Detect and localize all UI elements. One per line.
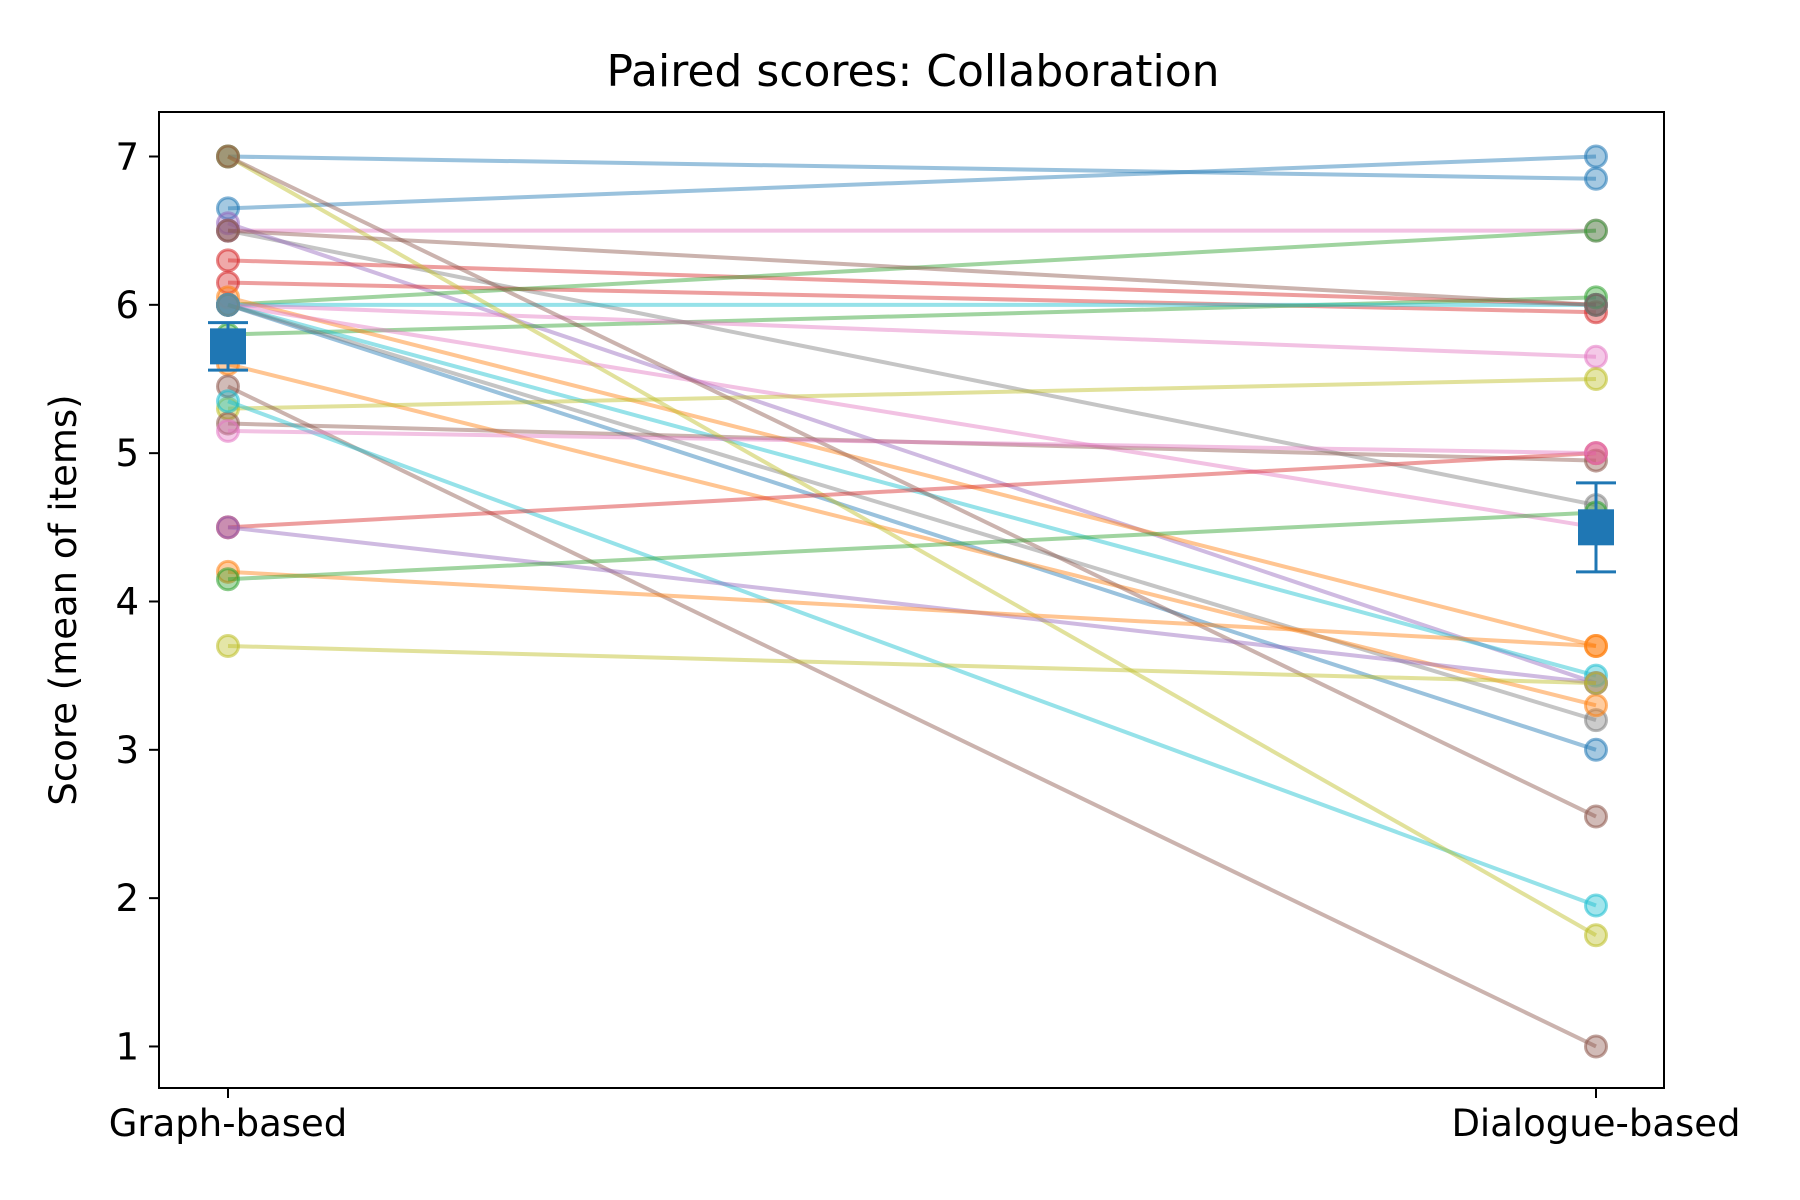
- pair-line-11: [227, 302, 1597, 359]
- y-tick-label-4: 4: [115, 580, 139, 623]
- pair-line-26: [227, 510, 1597, 582]
- pair-point-14-dialogue: [1584, 663, 1608, 688]
- pair-point-27-dialogue: [1584, 671, 1608, 696]
- y-tick-label-6: 6: [115, 284, 139, 327]
- x-tick-label-0: Graph-based: [109, 1102, 348, 1145]
- pair-line-22: [227, 154, 1597, 819]
- pair-line-24: [227, 525, 1597, 686]
- pair-line-13: [227, 302, 1597, 752]
- pair-point-28-graph: [216, 218, 240, 243]
- pair-line-6: [227, 280, 1597, 315]
- pair-point-8-dialogue: [1584, 285, 1608, 310]
- pair-point-13-dialogue: [1584, 737, 1608, 762]
- pair-line-14: [227, 302, 1597, 678]
- pair-point-20-graph: [216, 389, 240, 414]
- pair-line-8: [227, 295, 1597, 337]
- pair-line-7: [227, 228, 1597, 307]
- y-tick-label-1: 1: [115, 1025, 139, 1068]
- x-tick-label-1: Dialogue-based: [1451, 1102, 1740, 1145]
- pair-point-4-graph: [216, 211, 240, 236]
- axes-frame: [158, 111, 1665, 1089]
- pair-point-20-dialogue: [1584, 893, 1608, 918]
- pair-point-22-graph: [216, 144, 240, 169]
- y-axis-label: Score (mean of items): [42, 394, 85, 805]
- pair-line-18: [227, 421, 1597, 463]
- mean-marker-1: [1578, 509, 1614, 546]
- pair-line-27: [227, 643, 1597, 686]
- pair-point-26-graph: [216, 567, 240, 592]
- pair-point-15-graph: [216, 292, 240, 317]
- pair-point-25-graph: [216, 559, 240, 584]
- pair-line-16: [227, 362, 1597, 708]
- plot-area: 1 2 3 4 5 6 7 Graph-based Dialogue-based: [109, 111, 1741, 1145]
- pair-line-29: [227, 428, 1597, 456]
- pair-line-19: [227, 384, 1597, 1049]
- pair-point-0-dialogue: [1584, 166, 1608, 191]
- pair-line-17: [227, 376, 1597, 411]
- pair-point-29-dialogue: [1584, 441, 1608, 466]
- pair-point-28-dialogue: [1584, 292, 1608, 317]
- pair-line-0: [227, 154, 1597, 181]
- pair-point-27-graph: [216, 633, 240, 658]
- pair-point-16-dialogue: [1584, 693, 1608, 718]
- pair-point-1-dialogue: [1584, 144, 1608, 169]
- pair-point-18-dialogue: [1584, 448, 1608, 473]
- chart-title: Paired scores: Collaboration: [606, 46, 1219, 97]
- pair-point-19-dialogue: [1584, 1034, 1608, 1059]
- pair-point-24-graph: [216, 515, 240, 540]
- pair-point-29-graph: [216, 418, 240, 443]
- y-tick-label-2: 2: [115, 877, 139, 920]
- pair-point-17-dialogue: [1584, 366, 1608, 391]
- pair-line-4: [227, 221, 1597, 685]
- y-tick-label-7: 7: [115, 135, 139, 178]
- pair-line-10: [227, 295, 1597, 648]
- pair-line-28: [227, 228, 1597, 307]
- pair-point-11-dialogue: [1584, 344, 1608, 369]
- pair-line-12: [227, 302, 1597, 530]
- pair-point-21-dialogue: [1584, 923, 1608, 948]
- pair-point-10-graph: [216, 285, 240, 310]
- pair-line-21: [227, 154, 1597, 937]
- pair-line-1: [227, 154, 1597, 211]
- pair-line-3: [227, 228, 1597, 508]
- mean-marker-0: [210, 328, 246, 365]
- pair-point-5-graph: [216, 248, 240, 273]
- pair-line-23: [227, 451, 1597, 530]
- y-tick-label-3: 3: [115, 729, 139, 772]
- pair-point-22-dialogue: [1584, 804, 1608, 829]
- pair-line-25: [227, 569, 1597, 648]
- pair-point-7-dialogue: [1584, 218, 1608, 243]
- y-tick-label-5: 5: [115, 432, 139, 475]
- pair-line-5: [227, 258, 1597, 307]
- pair-point-25-dialogue: [1584, 633, 1608, 658]
- pair-line-20: [227, 399, 1597, 908]
- pair-line-15: [227, 302, 1597, 723]
